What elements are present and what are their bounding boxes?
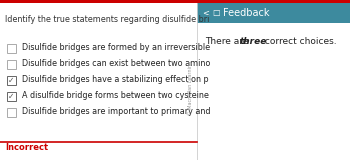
Text: There are: There are <box>205 36 251 45</box>
Text: A disulfide bridge forms between two cysteine: A disulfide bridge forms between two cys… <box>22 92 209 100</box>
Text: ✓: ✓ <box>8 92 15 100</box>
Text: © Macmillan Learning: © Macmillan Learning <box>187 61 192 115</box>
Bar <box>7 108 16 116</box>
Text: Disulfide bridges can exist between two amino: Disulfide bridges can exist between two … <box>22 60 210 68</box>
Text: ✓: ✓ <box>8 76 15 84</box>
Bar <box>197 3 350 23</box>
Text: three: three <box>240 36 267 45</box>
Text: Disulfide bridges have a stabilizing effect on p: Disulfide bridges have a stabilizing eff… <box>22 76 209 84</box>
Bar <box>7 60 16 68</box>
Bar <box>7 44 16 52</box>
Text: Incorrect: Incorrect <box>5 143 48 152</box>
Bar <box>197 0 350 160</box>
Bar <box>0 0 197 160</box>
Text: Identify the true statements regarding disulfide bri: Identify the true statements regarding d… <box>5 15 209 24</box>
Text: Disulfide bridges are formed by an irreversible: Disulfide bridges are formed by an irrev… <box>22 44 210 52</box>
Bar <box>7 92 16 100</box>
Bar <box>0 0 350 3</box>
Text: <: < <box>202 8 209 17</box>
Text: Disulfide bridges are important to primary and: Disulfide bridges are important to prima… <box>22 108 210 116</box>
Text: ☐: ☐ <box>213 8 220 17</box>
Bar <box>7 76 16 84</box>
Text: Feedback: Feedback <box>223 8 269 18</box>
Text: correct choices.: correct choices. <box>262 36 336 45</box>
